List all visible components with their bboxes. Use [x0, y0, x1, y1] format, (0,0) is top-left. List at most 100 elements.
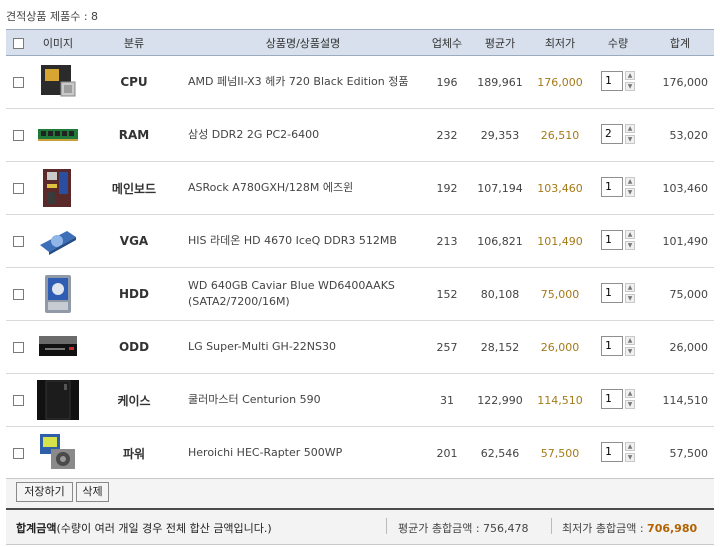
- product-name[interactable]: AMD 페넘II-X3 헤카 720 Black Edition 정품: [188, 75, 409, 88]
- delete-button[interactable]: 삭제: [76, 482, 109, 502]
- product-name-cell: LG Super-Multi GH-22NS30: [182, 320, 424, 374]
- product-name-cell: 쿨러마스터 Centurion 590: [182, 373, 424, 427]
- quantity-input[interactable]: 1: [601, 442, 623, 462]
- row-checkbox[interactable]: [12, 236, 24, 247]
- header-image: 이미지: [30, 29, 86, 56]
- product-name-cell: 삼성 DDR2 2G PC2-6400: [182, 108, 424, 162]
- pc-case-icon[interactable]: [37, 380, 79, 420]
- decrement-arrow-icon[interactable]: ▼: [625, 241, 635, 250]
- row-checkbox[interactable]: [12, 77, 24, 88]
- min-total: 최저가 총합금액 : 706,980: [562, 520, 697, 536]
- product-name[interactable]: 쿨러마스터 Centurion 590: [188, 393, 321, 406]
- product-name-cell: WD 640GB Caviar Blue WD6400AAKS (SATA2/72…: [182, 267, 424, 321]
- decrement-arrow-icon[interactable]: ▼: [625, 294, 635, 303]
- decrement-arrow-icon[interactable]: ▼: [625, 400, 635, 409]
- table-header-row: 이미지 분류 상품명/상품설명 업체수 평균가 최저가 수량 합계: [6, 29, 714, 56]
- total-note: (수량이 여러 개일 경우 전체 합산 금액입니다.): [56, 522, 272, 535]
- increment-arrow-icon[interactable]: ▲: [625, 283, 635, 292]
- vendor-count-cell: 152: [424, 267, 470, 321]
- quantity-input[interactable]: 1: [601, 336, 623, 356]
- table-row: RAM 삼성 DDR2 2G PC2-6400 232 29,353 26,510 2 ▲ ▼…: [6, 108, 714, 162]
- header-category: 분류: [86, 29, 182, 56]
- row-checkbox[interactable]: [12, 289, 24, 300]
- min-price-cell: 57,500: [540, 446, 580, 460]
- row-select-cell: [6, 161, 30, 215]
- hard-drive-icon[interactable]: [37, 275, 79, 313]
- decrement-arrow-icon[interactable]: ▼: [625, 135, 635, 144]
- product-image-cell: [30, 214, 86, 268]
- quantity-cell: 1 ▲ ▼: [590, 320, 646, 374]
- quantity-input[interactable]: 1: [601, 389, 623, 409]
- increment-arrow-icon[interactable]: ▲: [625, 336, 635, 345]
- row-total-cell: 114,510: [646, 373, 714, 427]
- power-supply-icon[interactable]: [37, 434, 79, 469]
- ram-module-icon[interactable]: [37, 128, 79, 141]
- avg-price-cell: 29,353: [470, 108, 530, 162]
- increment-arrow-icon[interactable]: ▲: [625, 177, 635, 186]
- graphics-card-icon[interactable]: [37, 231, 79, 255]
- quantity-stepper: 2 ▲ ▼: [601, 124, 635, 146]
- increment-arrow-icon[interactable]: ▲: [625, 124, 635, 133]
- product-image-cell: [30, 320, 86, 374]
- product-name[interactable]: 삼성 DDR2 2G PC2-6400: [188, 128, 320, 141]
- row-checkbox[interactable]: [12, 130, 24, 141]
- action-bar: 저장하기 삭제: [6, 478, 714, 509]
- table-row: HDD WD 640GB Caviar Blue WD6400AAKS (SATA2…: [6, 267, 714, 321]
- row-checkbox[interactable]: [12, 448, 24, 459]
- row-select-cell: [6, 320, 30, 374]
- select-all-cell: [6, 29, 30, 56]
- increment-arrow-icon[interactable]: ▲: [625, 389, 635, 398]
- decrement-arrow-icon[interactable]: ▼: [625, 188, 635, 197]
- product-name[interactable]: ASRock A780GXH/128M 에즈윈: [188, 181, 354, 194]
- category-cell: 케이스: [86, 373, 182, 427]
- product-name-cell: AMD 페넘II-X3 헤카 720 Black Edition 정품: [182, 55, 424, 109]
- category-cell: ODD: [86, 320, 182, 374]
- quantity-input[interactable]: 1: [601, 230, 623, 250]
- quantity-cell: 1 ▲ ▼: [590, 161, 646, 215]
- header-avg-price: 평균가: [470, 29, 530, 56]
- row-checkbox[interactable]: [12, 395, 24, 406]
- avg-price-cell: 62,546: [480, 446, 520, 460]
- quantity-spinner: ▲ ▼: [625, 71, 635, 93]
- save-button[interactable]: 저장하기: [16, 482, 73, 502]
- quantity-input[interactable]: 1: [601, 283, 623, 303]
- product-name-cell: Heroichi HEC-Rapter 500WP: [182, 427, 424, 480]
- total-label: 합계금액(수량이 여러 개일 경우 전체 합산 금액입니다.): [16, 520, 272, 536]
- row-total-cell: 103,460: [646, 161, 714, 215]
- category-cell: VGA: [86, 214, 182, 268]
- divider: [386, 518, 387, 534]
- avg-price-cell: 80,108: [470, 267, 530, 321]
- product-name[interactable]: WD 640GB Caviar Blue WD6400AAKS: [188, 279, 395, 292]
- row-checkbox[interactable]: [12, 342, 24, 353]
- min-price-cell: 101,490: [530, 214, 590, 268]
- vendor-count-cell: 213: [424, 214, 470, 268]
- decrement-arrow-icon[interactable]: ▼: [625, 453, 635, 462]
- increment-arrow-icon[interactable]: ▲: [625, 71, 635, 80]
- select-all-checkbox[interactable]: [12, 37, 24, 49]
- increment-arrow-icon[interactable]: ▲: [625, 442, 635, 451]
- row-checkbox[interactable]: [12, 183, 24, 194]
- cpu-box-icon[interactable]: [37, 65, 79, 97]
- min-price-cell: 176,000: [530, 55, 590, 109]
- total-title: 합계금액: [16, 522, 57, 535]
- quantity-input[interactable]: 1: [601, 71, 623, 91]
- optical-drive-icon[interactable]: [37, 336, 79, 356]
- table-row: VGA HIS 라데온 HD 4670 IceQ DDR3 512MB 213 106…: [6, 214, 714, 268]
- decrement-arrow-icon[interactable]: ▼: [625, 82, 635, 91]
- product-name[interactable]: HIS 라데온 HD 4670 IceQ DDR3 512MB: [188, 234, 397, 247]
- product-name[interactable]: LG Super-Multi GH-22NS30: [188, 340, 336, 353]
- divider: [551, 518, 552, 534]
- header-name: 상품명/상품설명: [182, 29, 424, 56]
- decrement-arrow-icon[interactable]: ▼: [625, 347, 635, 356]
- product-image-cell: [30, 267, 86, 321]
- vendor-count-cell: 31: [424, 373, 470, 427]
- vendor-count-cell: 232: [424, 108, 470, 162]
- product-name[interactable]: Heroichi HEC-Rapter 500WP: [188, 446, 343, 459]
- increment-arrow-icon[interactable]: ▲: [625, 230, 635, 239]
- product-count-label: 견적상품 제품수 : 8: [6, 10, 99, 23]
- quantity-input[interactable]: 1: [601, 177, 623, 197]
- table-row: 파워 Heroichi HEC-Rapter 500WP 201 62,546 57,5…: [6, 427, 714, 480]
- motherboard-icon[interactable]: [37, 169, 79, 207]
- quantity-input[interactable]: 2: [601, 124, 623, 144]
- min-price-cell: 114,510: [530, 373, 590, 427]
